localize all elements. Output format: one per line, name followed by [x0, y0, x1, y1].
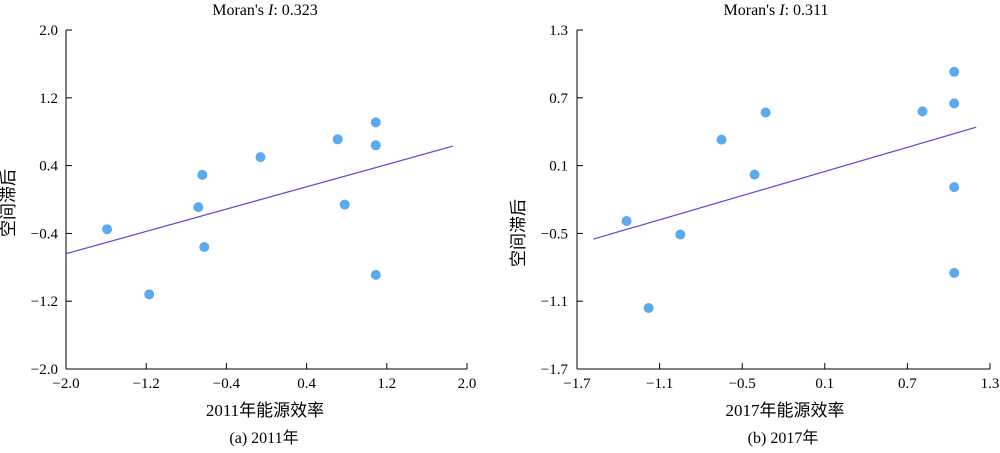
y-tick-label: −0.4 [31, 226, 59, 242]
x-tick-label: −1.7 [563, 376, 591, 392]
data-point [643, 303, 654, 313]
chart-caption: (b) 2017年 [748, 429, 819, 447]
data-point [193, 202, 204, 213]
title-suffix: : 0.323 [273, 2, 317, 19]
x-tick-label: 0.4 [297, 376, 316, 392]
data-point [370, 117, 381, 128]
regression-line [65, 145, 454, 255]
x-tick-label: 0.7 [898, 376, 917, 392]
data-point [621, 216, 632, 226]
plot-area: −1.7 −1.1 −0.5 0.1 0.7 1.3 −1.7 −1.1 −0.5 0.1 0.7 1… [541, 23, 1000, 392]
x-axis-label: 2011年能源效率 [206, 401, 324, 420]
title-prefix: Moran's [212, 2, 268, 19]
data-point [144, 289, 155, 300]
chart-title: Moran's I: 0.311 [724, 2, 829, 19]
data-point [949, 267, 960, 278]
data-point [716, 134, 727, 145]
data-point [949, 66, 960, 77]
data-point [332, 134, 343, 145]
data-point [197, 169, 208, 180]
y-tick-label: 1.3 [549, 23, 568, 39]
x-tick-label: −1.2 [133, 376, 160, 392]
y-tick-label: 0.1 [549, 159, 568, 175]
title-symbol: I [267, 2, 274, 19]
y-tick-label: 0.7 [549, 91, 568, 107]
title-symbol: I [778, 2, 785, 19]
y-tick-label: 1.2 [39, 91, 58, 107]
data-point [749, 169, 760, 180]
y-axis-label: 空间滞后 [0, 169, 18, 237]
title-prefix: Moran's [724, 2, 780, 19]
title-suffix: : 0.311 [785, 2, 829, 19]
x-tick-label: −0.4 [213, 376, 241, 392]
data-point [370, 140, 381, 151]
chart-2017: Moran's I: 0.311 −1.7 −1.1 −0.5 0.1 0.7 1.3−1… [509, 2, 999, 447]
data-point [675, 229, 686, 240]
y-tick-label: −1.1 [541, 294, 568, 310]
chart-title: Moran's I: 0.323 [212, 2, 318, 19]
plot-area: −2.0 −1.2 −0.4 0.4 1.2 2.0 −2.0 −1.2 −0.4 0.4 1.2 2… [31, 23, 477, 392]
data-point [370, 269, 381, 280]
data-point [949, 182, 960, 193]
x-tick-label: −2.0 [52, 376, 79, 392]
x-tick-label: −0.5 [729, 376, 756, 392]
chart-2011: Moran's I: 0.323 −2.0 −1.2 −0.4 0.4 1.2 2.0−2… [0, 2, 476, 447]
data-point [760, 107, 771, 118]
chart-caption: (a) 2011年 [229, 429, 298, 447]
x-axis-label: 2017年能源效率 [726, 401, 845, 420]
x-tick-label: 1.3 [981, 376, 1000, 392]
data-point [339, 199, 350, 210]
data-point [949, 98, 960, 109]
x-tick-label: −1.1 [646, 376, 673, 392]
y-tick-label: 0.4 [39, 159, 58, 175]
data-point [199, 242, 210, 252]
y-tick-label: −1.7 [541, 362, 569, 378]
y-tick-label: −0.5 [541, 226, 568, 242]
y-tick-label: 2.0 [39, 23, 58, 39]
x-tick-label: 1.2 [377, 376, 396, 392]
data-point [917, 106, 928, 117]
data-point [255, 152, 266, 163]
x-tick-label: 0.1 [815, 376, 834, 392]
regression-line [593, 126, 977, 240]
y-axis-label: 空间滞后 [509, 199, 528, 267]
x-tick-label: 2.0 [458, 376, 477, 392]
y-tick-label: −2.0 [31, 362, 58, 378]
y-tick-label: −1.2 [31, 294, 58, 310]
data-point [102, 224, 113, 235]
